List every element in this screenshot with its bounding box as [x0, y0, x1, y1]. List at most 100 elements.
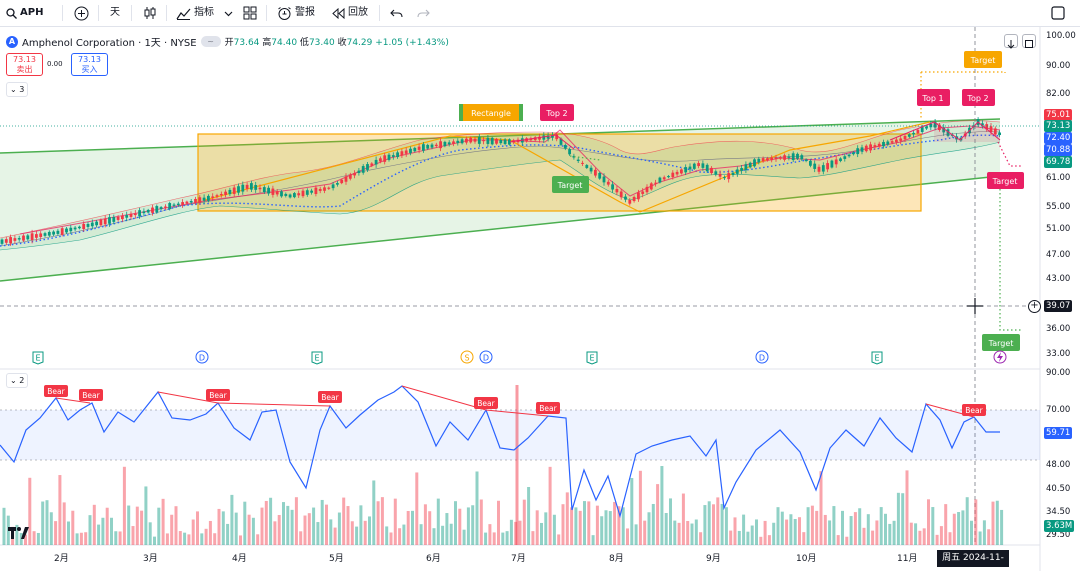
- replay-button[interactable]: 回放: [332, 4, 368, 22]
- sell-button[interactable]: 73.13 卖出: [6, 53, 43, 76]
- visibility-toggle-icon[interactable]: ~: [200, 36, 221, 47]
- redo-button[interactable]: [417, 4, 430, 22]
- candle-body: [305, 190, 309, 195]
- volume-bar: [509, 519, 513, 545]
- alert-button[interactable]: 警报: [277, 4, 315, 22]
- volume-bar: [552, 514, 556, 545]
- candle-body: [146, 209, 150, 213]
- spread-value: 0.00: [47, 60, 63, 68]
- wedge-upper-line[interactable]: [0, 118, 1001, 154]
- indicators-collapse-button[interactable]: ⌄ 3: [6, 82, 29, 97]
- add-price-alert-icon[interactable]: +: [1028, 300, 1041, 313]
- volume-bar: [879, 507, 883, 545]
- candle-body: [379, 158, 382, 162]
- candle-body: [869, 144, 872, 151]
- buy-price: 73.13: [78, 55, 101, 64]
- candle-body: [297, 193, 301, 196]
- rsi-line: [0, 385, 1000, 519]
- volume-bar: [484, 532, 488, 545]
- candle-body: [86, 223, 90, 227]
- volume-bar: [497, 500, 500, 545]
- symbol-search[interactable]: APH: [6, 4, 43, 22]
- volume-bar: [458, 508, 462, 545]
- candle-body: [9, 237, 12, 244]
- candle-body: [882, 141, 885, 147]
- candle-body: [443, 141, 447, 147]
- change-value: +1.05 (+1.43%): [375, 38, 449, 48]
- candle-body: [4, 239, 8, 243]
- scroll-down-button[interactable]: [1004, 34, 1018, 49]
- undo-button[interactable]: [390, 4, 403, 22]
- candle-body: [129, 213, 133, 217]
- ohlc-values: 开73.64 高74.40 低73.40 收74.29 +1.05 (+1.43…: [225, 35, 449, 48]
- volume-bar: [793, 519, 797, 545]
- candle-body: [60, 228, 64, 235]
- volume-bar: [638, 470, 642, 545]
- chart-type-button[interactable]: [143, 4, 157, 22]
- volume-bar: [54, 521, 58, 545]
- volume-bar: [909, 522, 913, 545]
- candle-body: [181, 202, 184, 205]
- volume-bar: [226, 523, 230, 545]
- candle-body: [430, 144, 434, 148]
- wedge-lower-line[interactable]: [0, 175, 1001, 282]
- compare-button[interactable]: [74, 4, 89, 22]
- volume-bar: [230, 494, 234, 545]
- volume-histogram: [2, 466, 1004, 545]
- volume-bar: [656, 484, 660, 545]
- price-axis-tick: 43.00: [1046, 274, 1071, 284]
- candle-body: [727, 173, 731, 180]
- candle-body: [112, 217, 116, 222]
- indicators-dropdown[interactable]: [224, 4, 233, 22]
- indicators-button[interactable]: 指标: [176, 4, 214, 22]
- volume-bar: [712, 504, 715, 545]
- candle-body: [559, 138, 563, 145]
- volume-bar: [333, 527, 337, 545]
- candle-body: [804, 159, 808, 161]
- candle-body: [447, 142, 451, 145]
- layout-button[interactable]: [243, 4, 257, 22]
- rsi-collapse-button[interactable]: ⌄ 2: [6, 373, 29, 388]
- candle-body: [714, 171, 718, 175]
- close-label: 收: [337, 38, 347, 48]
- candle-body: [142, 211, 146, 214]
- volume-bar: [716, 497, 720, 545]
- price-axis-tick: 90.00: [1046, 61, 1071, 71]
- time-axis-tick: 2月: [54, 554, 69, 564]
- candle-body: [284, 193, 288, 196]
- price-axis[interactable]: 100.00 90.00 82.00 75.01 73.13 72.40 70.88 69.7…: [1028, 27, 1080, 545]
- volume-bar: [763, 520, 767, 545]
- interval-button[interactable]: 天: [110, 4, 120, 22]
- buy-button[interactable]: 73.13 买入: [71, 53, 108, 76]
- maximize-pane-button[interactable]: [1022, 34, 1036, 48]
- price-axis-tick: 55.00: [1046, 202, 1071, 212]
- fullscreen-button[interactable]: [1051, 4, 1065, 22]
- rectangle-pattern[interactable]: [197, 133, 922, 212]
- volume-bar: [462, 529, 466, 545]
- open-label: 开: [224, 38, 234, 48]
- price-chart[interactable]: [0, 27, 1080, 571]
- candle-body: [383, 155, 387, 162]
- price-axis-tick: 72.40: [1044, 132, 1073, 144]
- candle-body: [336, 183, 339, 185]
- volume-bar: [19, 532, 23, 545]
- replay-label: 回放: [348, 7, 368, 18]
- rsi-axis-tick: 59.71: [1044, 427, 1073, 439]
- time-axis[interactable]: 2月 3月 4月 5月 6月 7月 8月 9月 10月 11月: [0, 546, 1040, 571]
- candle-body: [293, 193, 296, 198]
- volume-bar: [234, 512, 238, 545]
- bollinger-upper: [0, 120, 1001, 239]
- volume-bar: [251, 517, 255, 545]
- indicator-count: 3: [19, 85, 25, 94]
- volume-bar: [544, 512, 548, 545]
- price-axis-tick: 73.13: [1044, 120, 1073, 132]
- target-projection-rect: [569, 155, 601, 161]
- volume-bar: [256, 534, 260, 545]
- volume-bar: [114, 531, 118, 545]
- candle-body: [843, 156, 847, 159]
- candle-body: [26, 235, 30, 240]
- bollinger-band-fill: [0, 120, 1000, 251]
- candle-body: [121, 215, 124, 220]
- volume-bar: [79, 532, 83, 545]
- symbol-description[interactable]: Amphenol Corporation · 1天 · NYSE: [22, 38, 197, 49]
